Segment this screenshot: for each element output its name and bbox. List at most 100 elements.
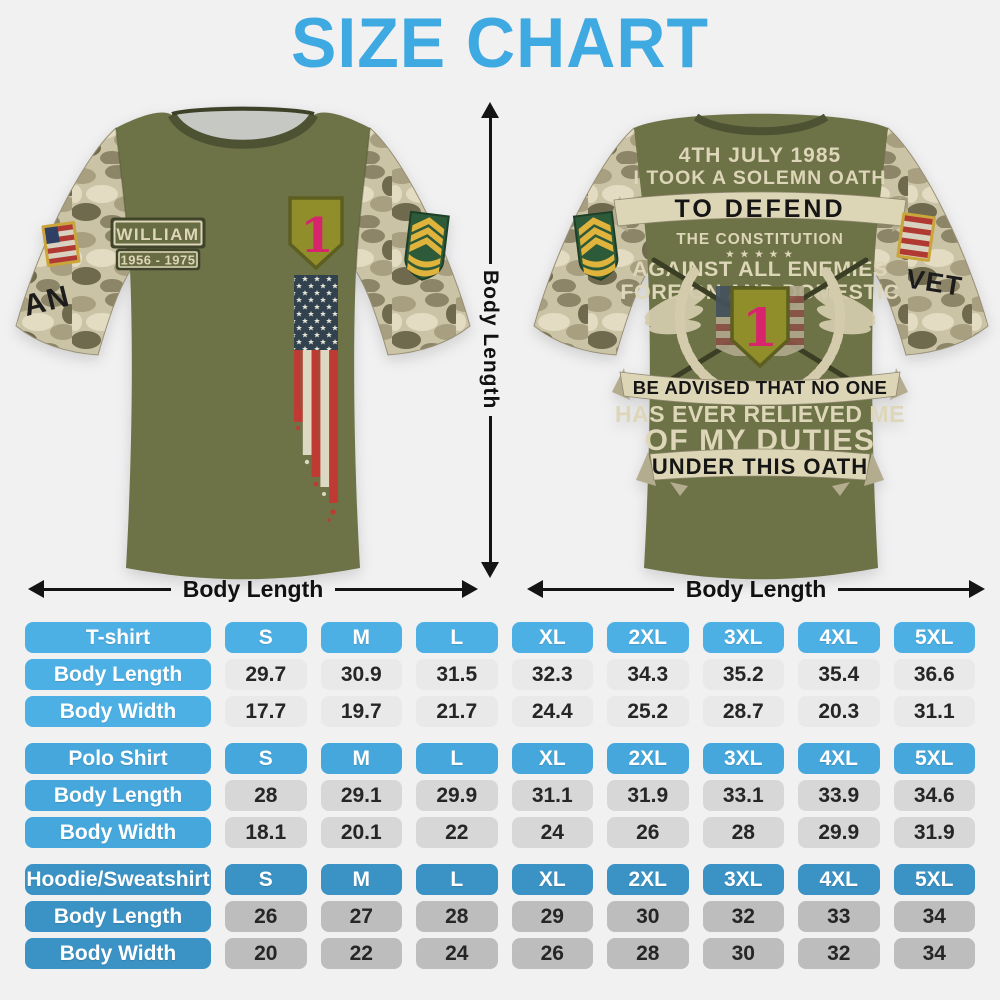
value-cell: 31.1: [893, 696, 975, 727]
table-row: Body Width 18.1 20.1 22 24 26 28 29.9 31.9: [25, 817, 975, 848]
oath-banner-text: UNDER THIS OATH: [652, 454, 868, 479]
value-cell: 20: [225, 938, 307, 969]
body-length-arrow-back: Body Length: [527, 576, 986, 602]
body-length-arrow-front: Body Length: [28, 575, 479, 602]
value-cell: 22: [416, 817, 498, 848]
size-pill: 2XL: [607, 743, 689, 774]
value-cell: 33.9: [798, 780, 880, 811]
value-cell: 33: [798, 901, 880, 932]
flag-banner: [294, 275, 338, 522]
size-pill: 3XL: [702, 743, 784, 774]
rank-insignia-patch-back: [572, 210, 619, 281]
back-division-number: 1: [742, 298, 778, 359]
size-pill: XL: [511, 622, 593, 653]
rank-insignia-patch: [404, 210, 450, 281]
tshirt-front-image: WILLIAM 1956 - 1975 1: [15, 106, 471, 580]
back-stars-row: ★ ★ ★ ★ ★: [726, 249, 794, 259]
row-label-pill: Body Width: [25, 696, 211, 727]
table-row: Body Width 17.7 19.7 21.7 24.4 25.2 28.7 20.3 31…: [25, 696, 975, 727]
value-cell: 26: [607, 817, 689, 848]
value-cell: 19.7: [320, 696, 402, 727]
table-row: Polo Shirt S M L XL 2XL 3XL 4XL 5XL: [25, 743, 975, 774]
value-cell: 34.6: [893, 780, 975, 811]
size-pill: M: [320, 864, 402, 895]
years-tag-text: 1956 - 1975: [121, 253, 196, 268]
arrow-up-icon: [481, 102, 499, 118]
section-title-pill: T-shirt: [25, 622, 211, 653]
value-cell: 29.9: [416, 780, 498, 811]
size-pill: M: [320, 622, 402, 653]
value-cell: 22: [320, 938, 402, 969]
division-emblem: 1: [644, 257, 876, 395]
value-cell: 28.7: [702, 696, 784, 727]
value-cell: 28: [702, 817, 784, 848]
value-cell: 29.9: [798, 817, 880, 848]
arrow-right-icon: [969, 580, 986, 598]
section-title-pill: Polo Shirt: [25, 743, 211, 774]
defend-ribbon-text: TO DEFEND: [675, 195, 846, 223]
value-cell: 28: [416, 901, 498, 932]
value-cell: 32: [798, 938, 880, 969]
value-cell: 32.3: [511, 659, 593, 690]
division-number: 1: [300, 208, 333, 264]
table-row: Body Length 29.7 30.9 31.5 32.3 34.3 35.2 35.4 3…: [25, 659, 975, 690]
tshirt-back-image: 4TH JULY 1985 I TOOK A SOLEMN OATH TO DE…: [533, 113, 989, 580]
size-pill: 5XL: [893, 622, 975, 653]
value-cell: 30: [607, 901, 689, 932]
value-cell: 28: [225, 780, 307, 811]
value-cell: 31.5: [416, 659, 498, 690]
collar-back: [693, 113, 829, 136]
size-pill: S: [225, 743, 307, 774]
oath-banner: UNDER THIS OATH: [636, 448, 884, 496]
value-cell: 35.4: [798, 659, 880, 690]
section-title-pill: Hoodie/Sweatshirt: [25, 864, 211, 895]
size-pill: 2XL: [607, 864, 689, 895]
collar: [168, 106, 318, 149]
size-pill: M: [320, 743, 402, 774]
value-cell: 34: [893, 901, 975, 932]
division-badge: 1: [288, 196, 344, 271]
size-pill: S: [225, 864, 307, 895]
value-cell: 35.2: [702, 659, 784, 690]
row-label-pill: Body Length: [25, 901, 211, 932]
table-section: T-shirt S M L XL 2XL 3XL 4XL 5XL Body Length 29.7 3…: [25, 622, 975, 727]
arrow-right-icon: [462, 580, 479, 598]
name-tag: WILLIAM 1956 - 1975: [110, 217, 206, 271]
arrow-left-icon: [527, 580, 543, 598]
value-cell: 29: [511, 901, 593, 932]
arrow-down-icon: [481, 562, 499, 579]
value-cell: 20.3: [798, 696, 880, 727]
row-label-pill: Body Length: [25, 659, 211, 690]
size-pill: 4XL: [798, 743, 880, 774]
value-cell: 29.1: [320, 780, 402, 811]
table-row: T-shirt S M L XL 2XL 3XL 4XL 5XL: [25, 622, 975, 653]
back-line-relieved: HAS EVER RELIEVED ME: [615, 401, 905, 427]
body-length-label-front: Body Length: [182, 575, 324, 602]
value-cell: 34: [893, 938, 975, 969]
size-pill: S: [225, 622, 307, 653]
value-cell: 29.7: [225, 659, 307, 690]
back-line-date: 4TH JULY 1985: [679, 144, 841, 167]
value-cell: 26: [511, 938, 593, 969]
size-pill: L: [416, 864, 498, 895]
row-label-pill: Body Length: [25, 780, 211, 811]
size-pill: XL: [511, 743, 593, 774]
value-cell: 17.7: [225, 696, 307, 727]
advised-ribbon: BE ADVISED THAT NO ONE: [612, 368, 908, 406]
value-cell: 20.1: [320, 817, 402, 848]
value-cell: 26: [225, 901, 307, 932]
value-cell: 18.1: [225, 817, 307, 848]
value-cell: 24: [416, 938, 498, 969]
name-tag-text: WILLIAM: [116, 225, 199, 244]
table-row: Hoodie/Sweatshirt S M L XL 2XL 3XL 4XL 5XL: [25, 864, 975, 895]
value-cell: 30.9: [320, 659, 402, 690]
table-row: Body Width 20 22 24 26 28 30 32 34: [25, 938, 975, 969]
back-line-oath: I TOOK A SOLEMN OATH: [634, 167, 887, 189]
table-row: Body Length 26 27 28 29 30 32 33 34: [25, 901, 975, 932]
page-title: SIZE CHART: [291, 3, 709, 83]
row-label-pill: Body Width: [25, 817, 211, 848]
size-pill: L: [416, 622, 498, 653]
value-cell: 24.4: [511, 696, 593, 727]
back-line-enemies: AGAINST ALL ENEMIES: [632, 257, 888, 281]
